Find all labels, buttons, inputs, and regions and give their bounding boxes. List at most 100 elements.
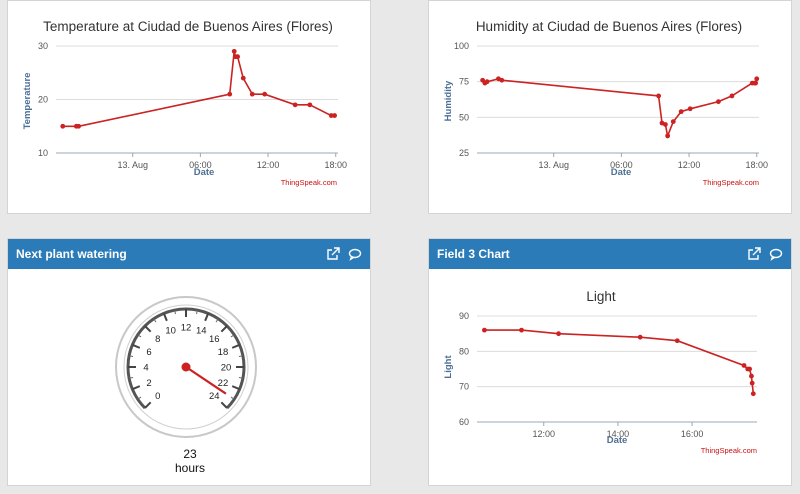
- chart-title: Temperature at Ciudad de Buenos Aires (F…: [43, 19, 333, 34]
- data-point[interactable]: [227, 91, 233, 97]
- gauge-minor-tick: [137, 334, 142, 338]
- comment-icon[interactable]: [769, 247, 783, 261]
- gauge-major-tick: [132, 343, 141, 349]
- data-point[interactable]: [687, 106, 693, 112]
- y-tick-label: 60: [459, 417, 469, 427]
- data-point[interactable]: [328, 113, 334, 118]
- gauge-major-tick: [220, 325, 228, 333]
- gauge-scale-label: 8: [155, 334, 160, 345]
- gauge-needle: [185, 366, 227, 395]
- gauge-minor-tick: [238, 377, 243, 379]
- y-tick-label: 100: [454, 41, 469, 51]
- gauge-minor-tick: [215, 318, 219, 323]
- x-tick-label: 16:00: [681, 429, 704, 439]
- light-chart: Light Light Date ThingSpeak.com 60 70 80 90…: [443, 289, 757, 455]
- data-point[interactable]: [729, 93, 735, 99]
- x-tick-label: 12:00: [678, 160, 701, 170]
- data-point[interactable]: [240, 75, 246, 81]
- gauge-value: 23: [183, 447, 197, 461]
- data-point[interactable]: [307, 102, 313, 108]
- gauge-minor-tick: [230, 334, 235, 338]
- gauge-scale-label: 2: [146, 378, 151, 389]
- gauge-scale-label: 22: [218, 378, 229, 389]
- data-point[interactable]: [556, 331, 561, 337]
- watering-panel: Next plant watering 0 2 4 6 8 10 12 14 16 18 20 22 2…: [7, 238, 371, 486]
- y-tick-label: 30: [38, 41, 48, 51]
- data-point[interactable]: [656, 93, 662, 99]
- temperature-panel: Temperature at Ciudad de Buenos Aires (F…: [7, 0, 371, 214]
- gauge-major-tick: [231, 385, 240, 391]
- gauge-scale-label: 16: [209, 334, 220, 345]
- series-line: [481, 77, 758, 139]
- gauge-minor-tick: [238, 355, 243, 357]
- gauge-minor-tick: [129, 355, 134, 357]
- chart-title: Light: [586, 289, 616, 304]
- y-tick-label: 90: [459, 311, 469, 321]
- data-point[interactable]: [484, 79, 490, 85]
- x-tick-label: 18:00: [745, 160, 768, 170]
- y-tick-label: 10: [38, 148, 48, 158]
- gauge-minor-tick: [174, 310, 176, 315]
- gauge-major-tick: [231, 343, 240, 349]
- panel-title: Field 3 Chart: [437, 247, 510, 261]
- gauge-scale-label: 6: [146, 347, 151, 358]
- data-point[interactable]: [637, 334, 643, 340]
- data-point[interactable]: [235, 54, 241, 60]
- x-axis-label: Date: [194, 167, 215, 178]
- credit-link[interactable]: ThingSpeak.com: [701, 446, 757, 455]
- data-point[interactable]: [750, 391, 756, 397]
- gauge-minor-tick: [129, 377, 134, 379]
- y-axis-label: Light: [443, 355, 454, 379]
- y-tick-label: 75: [459, 77, 469, 87]
- x-tick-label: 12:00: [532, 429, 555, 439]
- data-point[interactable]: [499, 77, 505, 83]
- y-tick-label: 80: [459, 346, 469, 356]
- external-link-icon[interactable]: [326, 247, 340, 261]
- external-link-icon[interactable]: [747, 247, 761, 261]
- data-point[interactable]: [482, 327, 487, 333]
- data-point[interactable]: [519, 327, 524, 333]
- credit-link[interactable]: ThingSpeak.com: [281, 178, 337, 187]
- data-point[interactable]: [747, 366, 752, 372]
- series-line: [62, 51, 335, 128]
- data-point[interactable]: [753, 80, 759, 86]
- data-point[interactable]: [76, 123, 81, 129]
- data-point[interactable]: [60, 123, 66, 129]
- gauge-scale-label: 20: [221, 363, 232, 374]
- data-point[interactable]: [674, 338, 680, 344]
- data-point[interactable]: [262, 91, 268, 97]
- data-point[interactable]: [665, 133, 671, 139]
- data-point[interactable]: [754, 76, 760, 82]
- y-tick-label: 25: [459, 148, 469, 158]
- data-point[interactable]: [670, 119, 676, 125]
- data-point[interactable]: [231, 48, 237, 54]
- gauge-scale-label: 10: [165, 326, 176, 337]
- data-point[interactable]: [332, 113, 338, 118]
- y-tick-label: 20: [38, 95, 48, 105]
- data-point[interactable]: [741, 363, 747, 368]
- data-point[interactable]: [749, 373, 754, 379]
- x-tick-label: 14:00: [607, 429, 630, 439]
- data-point[interactable]: [249, 91, 255, 97]
- gauge-major-tick: [204, 313, 210, 322]
- data-point[interactable]: [678, 109, 684, 115]
- data-point[interactable]: [749, 380, 755, 386]
- credit-link[interactable]: ThingSpeak.com: [703, 178, 759, 187]
- gauge-units: hours: [174, 461, 206, 475]
- panel-header: Next plant watering: [8, 239, 370, 269]
- data-point[interactable]: [715, 99, 721, 105]
- gauge-minor-tick: [230, 396, 235, 400]
- comment-icon[interactable]: [348, 247, 362, 261]
- gauge-minor-tick: [196, 310, 198, 315]
- data-point[interactable]: [662, 122, 668, 127]
- y-tick-label: 50: [459, 112, 469, 122]
- data-point[interactable]: [292, 102, 298, 108]
- gauge-scale-label: 0: [155, 391, 160, 402]
- gauge-pivot: [181, 362, 191, 372]
- field3-panel: Field 3 Chart Light Light Date ThingSpea…: [428, 238, 792, 486]
- gauge-major-tick: [144, 325, 152, 333]
- gauge-major-tick: [220, 401, 228, 409]
- y-axis-label: Temperature: [22, 73, 33, 130]
- x-tick-label: 06:00: [610, 160, 633, 170]
- gauge-arc: [126, 307, 246, 410]
